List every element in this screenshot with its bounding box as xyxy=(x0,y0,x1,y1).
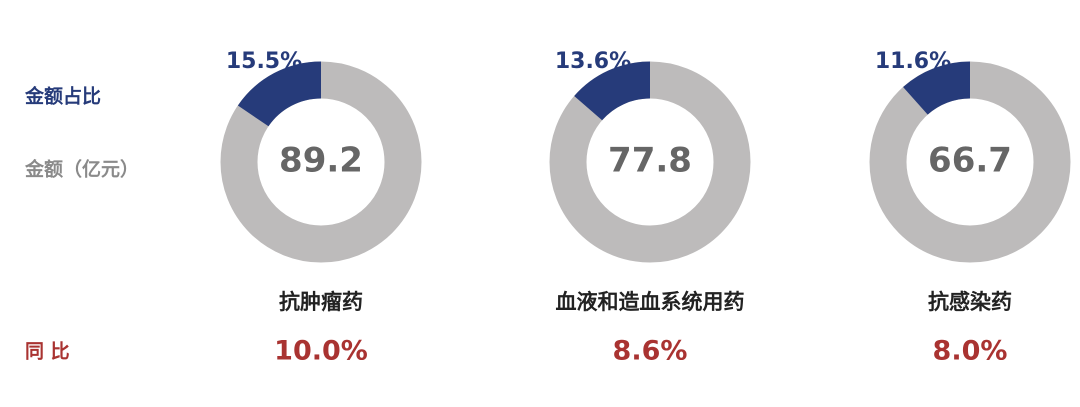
donut-segment xyxy=(574,61,651,121)
share-value: 15.5% xyxy=(226,49,302,74)
amount-value: 89.2 xyxy=(279,141,363,181)
amount-value: 66.7 xyxy=(928,141,1012,181)
growth-value: 8.0% xyxy=(933,336,1008,367)
category-label: 抗感染药 xyxy=(928,290,1012,314)
amount-value: 77.8 xyxy=(608,141,692,181)
share-value: 11.6% xyxy=(875,49,951,74)
category-label: 血液和造血系统用药 xyxy=(556,290,745,314)
yoy-label: 同 比 xyxy=(25,341,70,363)
share-value: 13.6% xyxy=(555,49,631,74)
category-label: 抗肿瘤药 xyxy=(279,290,363,314)
donut-segment xyxy=(903,61,971,116)
donut-segment xyxy=(237,61,322,127)
growth-value: 10.0% xyxy=(274,336,368,367)
growth-value: 8.6% xyxy=(613,336,688,367)
amount-label: 金额（亿元） xyxy=(24,158,139,181)
share-label: 金额占比 xyxy=(24,85,101,108)
